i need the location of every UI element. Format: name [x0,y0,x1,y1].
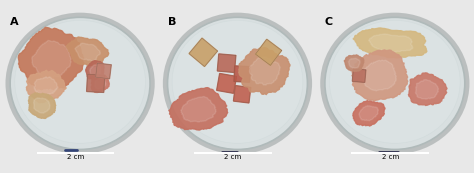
Text: C: C [325,17,333,26]
Polygon shape [75,43,100,61]
Ellipse shape [15,20,146,143]
Polygon shape [34,77,58,96]
Ellipse shape [329,20,460,143]
Polygon shape [353,28,427,58]
Polygon shape [415,80,438,99]
Text: 2 cm: 2 cm [224,154,241,160]
Polygon shape [91,75,109,93]
Polygon shape [363,60,396,91]
Polygon shape [249,57,280,85]
Polygon shape [28,93,56,119]
Polygon shape [217,54,236,72]
Text: B: B [167,17,176,26]
Ellipse shape [10,17,150,149]
Ellipse shape [172,20,303,143]
Text: 2 cm: 2 cm [382,154,399,160]
Polygon shape [352,69,366,82]
Ellipse shape [6,13,155,154]
Polygon shape [368,34,413,52]
Polygon shape [86,61,104,80]
Ellipse shape [167,17,308,149]
Polygon shape [353,101,385,126]
Polygon shape [255,39,282,65]
Polygon shape [95,78,106,89]
Polygon shape [87,74,105,92]
Text: 2 cm: 2 cm [67,154,84,160]
Polygon shape [234,66,250,82]
Ellipse shape [325,17,465,149]
Polygon shape [359,106,378,121]
Polygon shape [234,86,251,103]
Polygon shape [96,63,111,79]
Polygon shape [66,37,109,67]
Polygon shape [189,38,218,67]
Polygon shape [409,73,447,106]
Polygon shape [27,70,66,103]
Polygon shape [90,65,100,76]
Polygon shape [352,50,408,101]
Polygon shape [34,98,50,113]
Polygon shape [32,40,71,78]
Ellipse shape [320,13,469,154]
Text: A: A [10,17,19,26]
Polygon shape [181,97,216,122]
Polygon shape [348,58,360,68]
Polygon shape [169,88,228,130]
Ellipse shape [163,13,312,154]
Polygon shape [18,27,84,90]
Polygon shape [217,74,237,93]
Polygon shape [344,55,364,71]
Polygon shape [239,48,290,94]
